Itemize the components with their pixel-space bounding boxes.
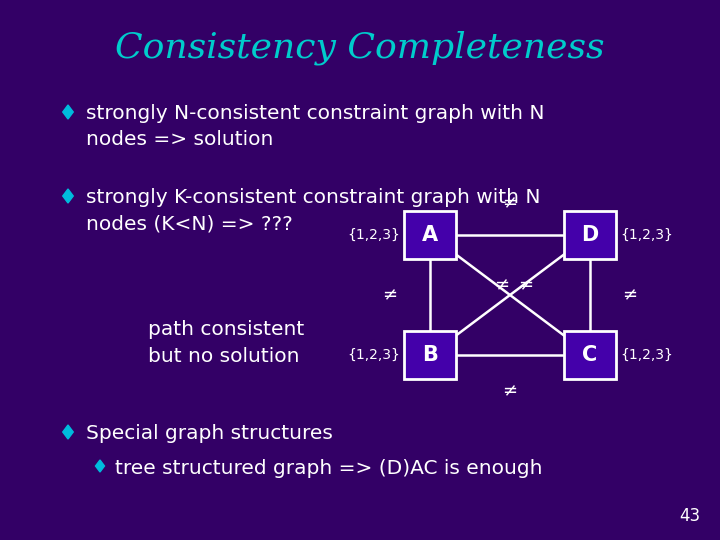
Text: Consistency Completeness: Consistency Completeness (115, 31, 605, 65)
Text: C: C (582, 345, 598, 365)
Text: tree structured graph => (D)AC is enough: tree structured graph => (D)AC is enough (115, 459, 542, 478)
Text: ≠: ≠ (495, 276, 510, 294)
FancyBboxPatch shape (404, 211, 456, 259)
Text: ≠: ≠ (622, 286, 638, 304)
Text: strongly K-consistent constraint graph with N: strongly K-consistent constraint graph w… (86, 188, 541, 207)
Text: ≠: ≠ (518, 276, 534, 294)
Polygon shape (63, 425, 73, 439)
Text: A: A (422, 225, 438, 245)
Text: ≠: ≠ (503, 194, 518, 212)
Polygon shape (96, 460, 104, 472)
Text: ≠: ≠ (382, 286, 397, 304)
Text: {1,2,3}: {1,2,3} (347, 348, 400, 362)
FancyBboxPatch shape (564, 331, 616, 379)
Text: nodes (K<N) => ???: nodes (K<N) => ??? (86, 214, 293, 233)
Text: nodes => solution: nodes => solution (86, 130, 274, 149)
Text: path consistent
but no solution: path consistent but no solution (148, 320, 305, 366)
Text: D: D (581, 225, 598, 245)
Text: 43: 43 (679, 507, 700, 525)
Text: ≠: ≠ (503, 382, 518, 400)
Text: strongly N-consistent constraint graph with N: strongly N-consistent constraint graph w… (86, 104, 544, 123)
FancyBboxPatch shape (404, 331, 456, 379)
Text: {1,2,3}: {1,2,3} (620, 228, 673, 242)
Text: Special graph structures: Special graph structures (86, 424, 333, 443)
Polygon shape (63, 105, 73, 119)
Text: B: B (422, 345, 438, 365)
Text: {1,2,3}: {1,2,3} (620, 348, 673, 362)
Text: {1,2,3}: {1,2,3} (347, 228, 400, 242)
Polygon shape (63, 189, 73, 203)
FancyBboxPatch shape (564, 211, 616, 259)
